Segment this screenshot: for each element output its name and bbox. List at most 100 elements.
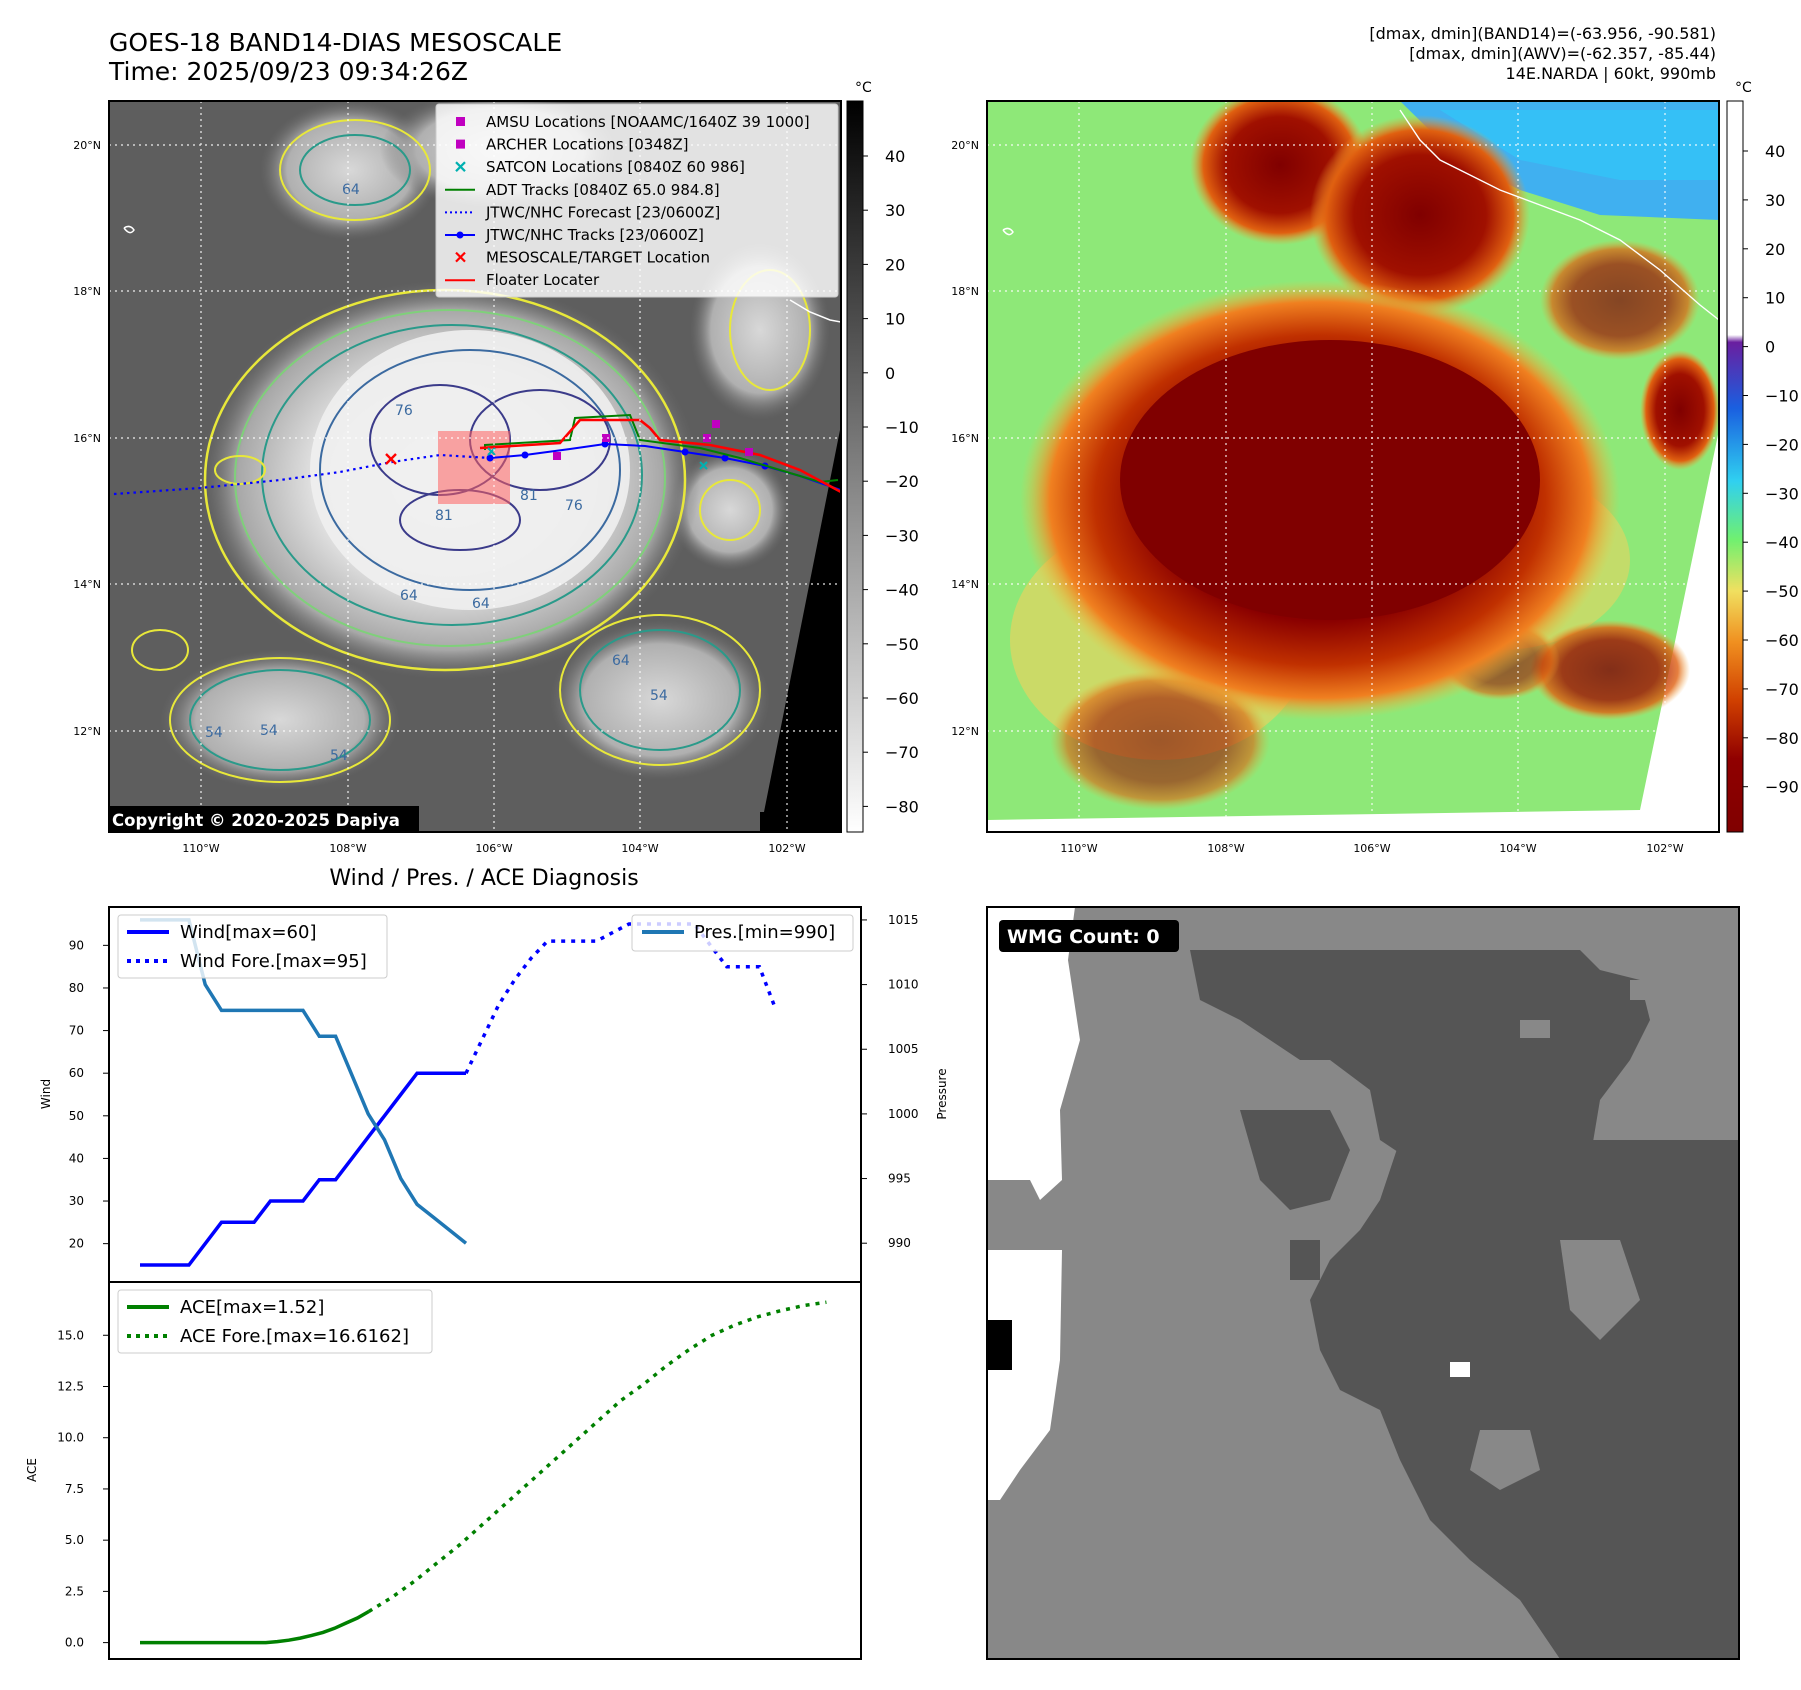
colorbar-tick-label: 0 (885, 364, 895, 383)
colorbar-tick-label: 20 (1765, 240, 1785, 259)
colorbar-tick-label: 30 (885, 201, 905, 220)
legend-label: JTWC/NHC Tracks [23/0600Z] (485, 226, 704, 244)
lat-tick-label: 12°N (951, 725, 979, 738)
legend-label: ARCHER Locations [0348Z] (486, 136, 689, 154)
lon-tick-label: 108°W (1207, 842, 1244, 855)
wind-ytick-label: 90 (69, 938, 84, 952)
colorbar-tick-label: −20 (885, 472, 919, 491)
colorbar-tick-label: 0 (1765, 338, 1775, 357)
pressure-ytick-label: 1015 (888, 913, 919, 927)
colorbar-tick-label: −10 (1765, 387, 1799, 406)
wind-ytick-label: 70 (69, 1024, 84, 1038)
ace-series-line-0 (140, 1609, 370, 1645)
info-line1: [dmax, dmin](BAND14)=(-63.956, -90.581) (1369, 24, 1716, 43)
lon-tick-label: 106°W (1353, 842, 1390, 855)
wind-ytick-label: 20 (69, 1237, 84, 1251)
ace-series-line-1 (367, 1300, 827, 1613)
contour-label: 64 (472, 596, 490, 612)
legend-ace-label: ACE[max=1.52] (180, 1297, 324, 1318)
lat-tick-label: 14°N (73, 578, 101, 591)
colorbar-tick-label: −80 (1765, 729, 1799, 748)
title-line2: Time: 2025/09/23 09:34:26Z (108, 57, 468, 86)
colorbar-tick-label: −30 (885, 526, 919, 545)
ace-axis-label: ACE (25, 1458, 39, 1482)
right-ir-map: 20°N 18°N 16°N 14°N 12°N 110°W 108°W 106°W 104°… (951, 80, 1799, 855)
pressure-ytick-label: 1005 (888, 1042, 919, 1056)
pressure-ytick-label: 1000 (888, 1107, 919, 1121)
right-colorbar: °C 40 30 20 10 0 −10 −20 −30 −40 −50 −60 −70 −80 −90 (1726, 80, 1799, 833)
contour-label: 54 (330, 748, 348, 764)
colorbar-tick-label: −90 (1765, 778, 1799, 797)
right-map-frame (986, 100, 1720, 833)
copyright: Copyright © 2020-2025 Dapiya (112, 811, 400, 830)
info-line3: 14E.NARDA | 60kt, 990mb (1506, 64, 1716, 83)
legend-wind-label: Wind[max=60] (180, 922, 317, 943)
ace-ytick-label: 7.5 (65, 1482, 84, 1496)
wind-axis-label: Wind (39, 1079, 53, 1109)
colorbar-tick-label: 30 (1765, 191, 1785, 210)
colorbar-tick-label: −50 (1765, 582, 1799, 601)
colorbar-tick-label: 40 (1765, 142, 1785, 161)
pressure-ytick-label: 995 (888, 1172, 911, 1186)
lat-tick-label: 16°N (73, 432, 101, 445)
colorbar-tick-label: −40 (885, 581, 919, 600)
legend-label: ADT Tracks [0840Z 65.0 984.8] (486, 181, 720, 199)
series-line-1 (464, 922, 778, 1074)
forecast-track (113, 453, 491, 496)
colorbar-tick-label: −10 (885, 418, 919, 437)
ace-ytick-label: 2.5 (65, 1584, 84, 1598)
series-line-2 (140, 918, 468, 1245)
adt-track (484, 413, 839, 484)
legend-marker-square (456, 139, 465, 149)
colorbar-tick-label: −60 (885, 689, 919, 708)
mesoscale-box (438, 431, 510, 504)
pressure-axis-label: Pressure (935, 1068, 949, 1119)
colorbar-tick-label: −80 (885, 797, 919, 816)
lat-tick-label: 20°N (951, 139, 979, 152)
contour-label: 81 (520, 488, 538, 504)
lon-tick-label: 108°W (329, 842, 366, 855)
colorbar-tick-label: −50 (885, 635, 919, 654)
lon-tick-label: 104°W (1499, 842, 1536, 855)
contour-label: 54 (650, 688, 668, 704)
colorbar-tick-label: −30 (1765, 484, 1799, 503)
ace-ytick-label: 12.5 (57, 1379, 84, 1393)
contour-label: 54 (260, 723, 278, 739)
colorbar-tick-label: 10 (1765, 289, 1785, 308)
pressure-ytick-label: 990 (888, 1236, 911, 1250)
legend-marker-x (455, 161, 466, 172)
title-line1: GOES-18 BAND14-DIAS MESOSCALE (109, 28, 562, 57)
lon-tick-label: 102°W (1646, 842, 1683, 855)
colorbar-tick-label: 20 (885, 255, 905, 274)
left-cbar-unit: °C (855, 80, 872, 96)
colorbar-tick-label: −70 (1765, 680, 1799, 699)
lat-tick-label: 16°N (951, 432, 979, 445)
legend-label: AMSU Locations [NOAAMC/1640Z 39 1000] (486, 113, 810, 131)
info-line2: [dmax, dmin](AWV)=(-62.357, -85.44) (1409, 44, 1716, 63)
legend-label: JTWC/NHC Forecast [23/0600Z] (485, 203, 720, 221)
ace-ytick-label: 10.0 (57, 1431, 84, 1445)
lon-tick-label: 102°W (768, 842, 805, 855)
ace-ytick-label: 15.0 (57, 1328, 84, 1342)
series-line-0 (140, 1071, 466, 1267)
colorbar-tick-label: 40 (885, 147, 905, 166)
lon-tick-label: 104°W (621, 842, 658, 855)
wind-ytick-label: 80 (69, 981, 84, 995)
left-colorbar: °C 40 30 20 10 0 −10 −20 −30 −40 −50 −60 −70 −80 (846, 80, 919, 833)
lat-tick-label: 18°N (73, 285, 101, 298)
legend-marker-x (455, 251, 466, 263)
legend-ace-fore-label: ACE Fore.[max=16.6162] (180, 1326, 409, 1347)
wind-ytick-label: 40 (69, 1151, 84, 1165)
ace-ytick-label: 5.0 (65, 1533, 84, 1547)
wind-ytick-label: 50 (69, 1109, 84, 1123)
colorbar-tick-label: 10 (885, 310, 905, 329)
wmg-count: WMG Count: 0 (1007, 926, 1160, 948)
contour-label: 64 (400, 588, 418, 604)
colorbar-tick-label: −40 (1765, 533, 1799, 552)
contour-label: 64 (342, 182, 360, 198)
colorbar-tick-label: −70 (885, 743, 919, 762)
contour-label: 64 (612, 653, 630, 669)
wmg-panel: WMG Count: 0 (986, 906, 1740, 1660)
